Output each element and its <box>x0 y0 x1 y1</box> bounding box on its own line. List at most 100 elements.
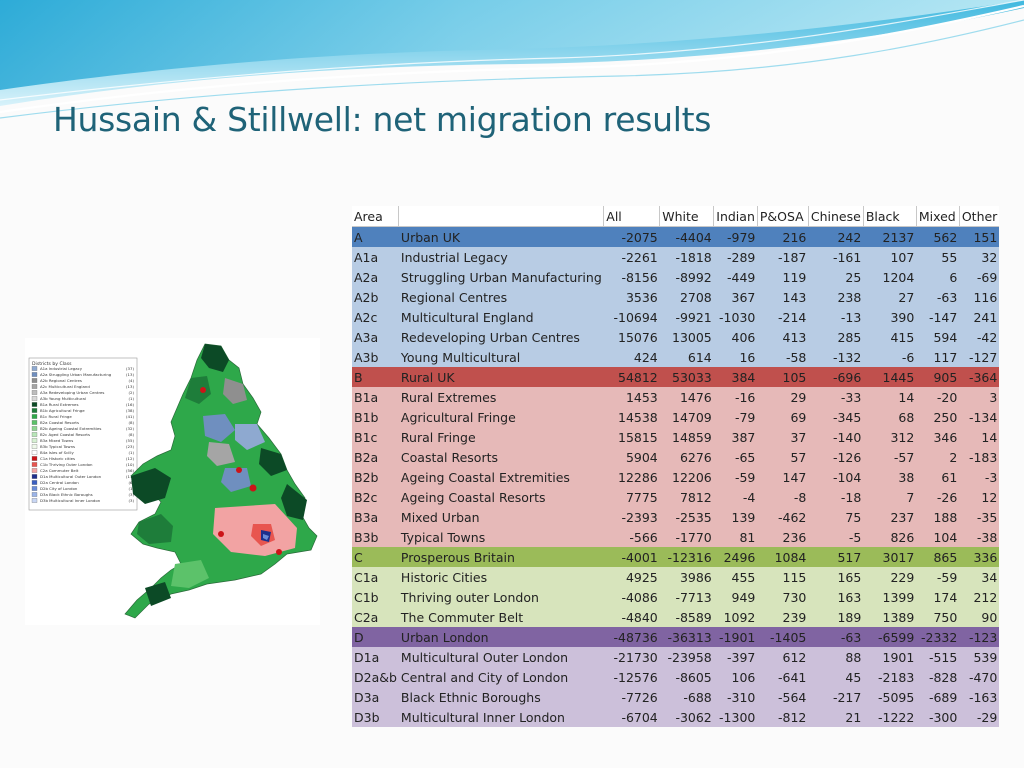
value-cell: 2496 <box>713 547 758 567</box>
value-cell: -6599 <box>863 627 917 647</box>
value-cell: 1445 <box>863 367 917 387</box>
value-cell: 37 <box>757 427 809 447</box>
value-cell: 7775 <box>603 487 660 507</box>
value-cell: 517 <box>808 547 864 567</box>
value-cell: -35 <box>959 507 1000 527</box>
legend-swatch <box>31 420 38 425</box>
value-cell: 189 <box>808 607 864 627</box>
legend-label: D3b Multicultural Inner London <box>40 498 101 503</box>
area-code-cell: B3a <box>352 507 399 527</box>
map-legend-box <box>28 357 138 511</box>
value-cell: 1476 <box>659 387 714 407</box>
value-cell: 826 <box>863 527 917 547</box>
area-name-cell: Multicultural Outer London <box>398 647 604 667</box>
legend-count: (55) <box>126 438 134 443</box>
district-classification-map: Districts by Class A1a Industrial Legacy… <box>25 338 320 625</box>
legend-swatch <box>31 366 38 371</box>
value-cell: -2393 <box>603 507 660 527</box>
value-cell: 7 <box>863 487 917 507</box>
value-cell: -3 <box>959 467 1000 487</box>
value-cell: -564 <box>757 687 809 707</box>
value-cell: 34 <box>959 567 1000 587</box>
legend-count: (1) <box>128 486 134 491</box>
area-name-cell: Redeveloping Urban Centres <box>398 327 604 347</box>
table-row: D3a Black Ethnic Boroughs -7726 -688 -310 -56… <box>352 687 1000 707</box>
value-cell: 390 <box>863 307 917 327</box>
value-cell: -29 <box>959 707 1000 727</box>
value-cell: 69 <box>757 407 809 427</box>
value-cell: -8605 <box>659 667 714 687</box>
value-cell: 241 <box>959 307 1000 327</box>
map-region-somerset <box>171 560 209 588</box>
area-code-cell: B2c <box>352 487 399 507</box>
legend-count: (1) <box>128 396 134 401</box>
area-code-cell: C <box>352 547 399 567</box>
value-cell: -12316 <box>659 547 714 567</box>
value-cell: 212 <box>959 587 1000 607</box>
value-cell: 750 <box>916 607 960 627</box>
value-cell: 539 <box>959 647 1000 667</box>
legend-count: (37) <box>126 366 134 371</box>
value-cell: -147 <box>916 307 960 327</box>
value-cell: -123 <box>959 627 1000 647</box>
value-cell: 61 <box>916 467 960 487</box>
area-code-cell: D3a <box>352 687 399 707</box>
value-cell: -5095 <box>863 687 917 707</box>
legend-label: A3a Redeveloping Urban Centres <box>40 390 104 395</box>
legend-swatch <box>31 384 38 389</box>
value-cell: 236 <box>757 527 809 547</box>
value-cell: 53033 <box>659 367 714 387</box>
value-cell: 2137 <box>863 226 917 247</box>
legend-label: A2c Multicultural England <box>40 384 90 389</box>
value-cell: 367 <box>713 287 758 307</box>
legend-label: A3b Young Multicultural <box>40 396 86 401</box>
value-cell: -217 <box>808 687 864 707</box>
legend-label: B4a Isles of Scilly <box>40 450 75 455</box>
value-cell: -4086 <box>603 587 660 607</box>
table-row: B2a Coastal Resorts 5904 6276 -65 57 -126 -57 2-… <box>352 447 1000 467</box>
column-header: Chinese <box>807 206 864 227</box>
table-row: A3b Young Multicultural 424 614 16 -58 -132 -6 1… <box>352 347 1000 367</box>
table-row: B3a Mixed Urban -2393 -2535 139 -462 75 237 188-… <box>352 507 1000 527</box>
value-cell: -364 <box>959 367 1000 387</box>
value-cell: -688 <box>659 687 714 707</box>
area-name-cell: Young Multicultural <box>398 347 604 367</box>
value-cell: 12 <box>959 487 1000 507</box>
value-cell: 14538 <box>603 407 660 427</box>
map-region-cornwall <box>145 582 171 606</box>
value-cell: 229 <box>863 567 917 587</box>
table-row: A2a Struggling Urban Manufacturing -8156 -8… <box>352 267 1000 287</box>
value-cell: 346 <box>916 427 960 447</box>
table-row: B Rural UK 54812 53033 384 105 -696 1445 905 -364 <box>352 367 1000 387</box>
value-cell: -59 <box>713 467 758 487</box>
table-row: B2c Ageing Coastal Resorts 7775 7812 -4 -8 -18… <box>352 487 1000 507</box>
legend-swatch <box>31 396 38 401</box>
value-cell: -132 <box>808 347 864 367</box>
legend-swatch <box>31 414 38 419</box>
area-code-cell: B1b <box>352 407 399 427</box>
value-cell: 285 <box>808 327 864 347</box>
value-cell: -20 <box>916 387 960 407</box>
value-cell: -566 <box>603 527 660 547</box>
map-region-lancashire <box>203 414 235 442</box>
area-name-cell: Rural UK <box>398 367 604 387</box>
value-cell: 3 <box>959 387 1000 407</box>
area-code-cell: A3a <box>352 327 399 347</box>
value-cell: -63 <box>916 287 960 307</box>
area-name-cell: Typical Towns <box>398 527 604 547</box>
value-cell: -12576 <box>603 667 660 687</box>
area-code-cell: C2a <box>352 607 399 627</box>
legend-count: (3) <box>128 498 134 503</box>
value-cell: 116 <box>959 287 1000 307</box>
map-region-wales-north <box>131 468 171 504</box>
value-cell: -289 <box>713 247 758 267</box>
legend-count: (3) <box>128 492 134 497</box>
table-row: D3b Multicultural Inner London -6704 -3062-… <box>352 707 1000 727</box>
value-cell: -696 <box>808 367 864 387</box>
column-header: Indian <box>713 206 758 227</box>
value-cell: 54812 <box>603 367 660 387</box>
value-cell: -58 <box>757 347 809 367</box>
value-cell: -7713 <box>659 587 714 607</box>
value-cell: -16 <box>713 387 758 407</box>
legend-swatch <box>31 390 38 395</box>
